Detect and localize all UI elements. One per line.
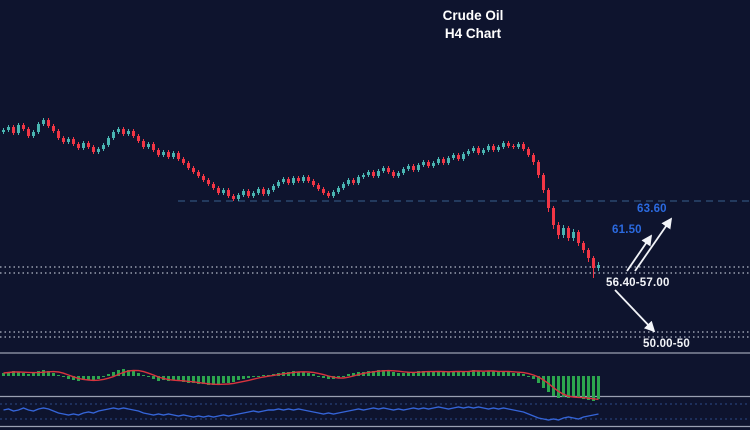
panel-separators (0, 352, 750, 428)
chart-title-line1: Crude Oil (442, 8, 504, 23)
annotation-arrows (614, 217, 673, 333)
chart-title-line2: H4 Chart (444, 26, 502, 41)
support-zone-label: 50.00-50 (643, 338, 690, 350)
oscillator-signal-line (3, 369, 599, 401)
chart-title: Crude Oil H4 Chart (443, 7, 504, 43)
oscillator-histogram (2, 369, 600, 401)
resistance-zone-label: 56.40-57.00 (606, 277, 670, 289)
candlesticks (2, 118, 600, 278)
lower-oscillator-line (3, 406, 599, 421)
target-price-label-6360: 63.60 (637, 203, 667, 215)
target-price-label-6150: 61.50 (612, 224, 642, 236)
price-level-lines (0, 200, 750, 338)
